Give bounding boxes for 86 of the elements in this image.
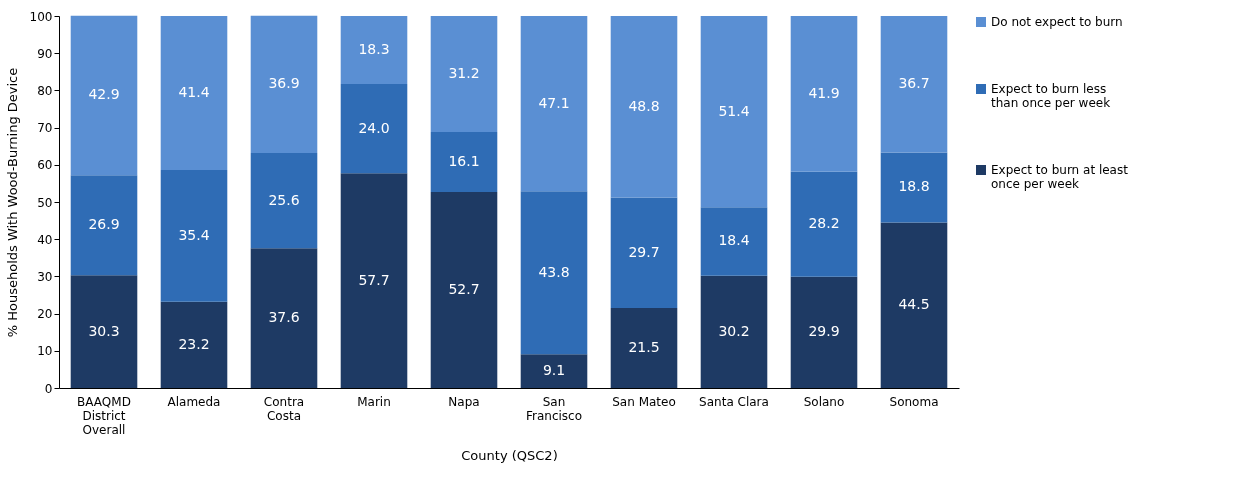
bar xyxy=(430,191,498,388)
bar xyxy=(160,16,228,171)
y-tick-label: 30 xyxy=(37,269,53,284)
data-label: 28.2 xyxy=(808,215,840,232)
bar xyxy=(70,275,138,388)
bar xyxy=(610,197,678,309)
data-label: 16.1 xyxy=(448,153,480,170)
data-label: 42.9 xyxy=(88,86,120,103)
data-label: 23.2 xyxy=(178,335,210,352)
data-label: 41.4 xyxy=(178,84,210,100)
y-tick-label: 60 xyxy=(37,158,53,173)
bar xyxy=(160,170,228,302)
data-label: 29.9 xyxy=(808,323,840,340)
bar xyxy=(70,15,138,176)
y-tick-label: 50 xyxy=(37,195,53,210)
data-label: 41.9 xyxy=(808,84,840,101)
bar xyxy=(880,152,948,223)
bar xyxy=(430,16,498,133)
y-tick-label: 0 xyxy=(44,381,53,396)
x-axis-title: County (QSC2) xyxy=(461,447,558,463)
data-label: 25.6 xyxy=(268,191,300,208)
y-tick-label: 80 xyxy=(37,83,53,98)
bar xyxy=(340,16,408,85)
bar xyxy=(700,16,768,208)
bar xyxy=(700,275,768,388)
data-label: 36.7 xyxy=(898,75,930,92)
bar xyxy=(520,191,588,355)
bar xyxy=(700,207,768,276)
data-label: 29.7 xyxy=(628,243,660,260)
x-tick-label: San Mateo xyxy=(612,394,676,409)
bar xyxy=(250,15,318,153)
y-tick-label: 20 xyxy=(37,307,53,322)
data-label: 31.2 xyxy=(448,65,480,82)
data-label: 21.5 xyxy=(628,339,660,356)
x-tick-label: Alameda xyxy=(167,394,221,409)
x-tick-label: Sonoma xyxy=(889,394,939,409)
data-label: 30.2 xyxy=(718,322,750,339)
bar xyxy=(520,354,588,388)
y-tick-label: 10 xyxy=(37,344,53,359)
legend-label: Expect to burn less than once per week xyxy=(991,82,1111,110)
data-label: 24.0 xyxy=(358,119,390,136)
bar xyxy=(430,132,498,192)
data-label: 36.9 xyxy=(268,75,300,92)
x-tick-label: Santa Clara xyxy=(699,394,769,409)
bar xyxy=(520,16,588,192)
bar xyxy=(790,171,858,277)
y-tick-label: 70 xyxy=(37,121,53,136)
bar xyxy=(610,16,678,198)
x-tick-label: Napa xyxy=(448,394,480,409)
y-axis-title: % Households With Wood-Burning Device xyxy=(4,67,20,338)
bar xyxy=(610,308,678,388)
data-label: 52.7 xyxy=(448,280,480,297)
bar xyxy=(790,16,858,172)
y-tick-label: 40 xyxy=(37,232,53,247)
bar xyxy=(340,84,408,174)
data-label: 35.4 xyxy=(178,226,210,243)
bar xyxy=(880,222,948,388)
data-label: 57.7 xyxy=(358,271,390,288)
data-label: 43.8 xyxy=(538,263,570,280)
x-tick-label: BAAQMD District Overall xyxy=(77,394,131,437)
legend-label: Expect to burn at least once per week xyxy=(991,163,1129,191)
data-label: 44.5 xyxy=(898,296,930,313)
data-label: 37.6 xyxy=(268,309,300,326)
data-label: 9.1 xyxy=(542,362,566,379)
x-tick-label: San Francisco xyxy=(525,394,583,423)
bar xyxy=(880,16,948,153)
bar xyxy=(250,248,318,388)
data-label: 51.4 xyxy=(718,102,750,119)
bar xyxy=(250,152,318,249)
data-label: 30.3 xyxy=(88,322,120,339)
bar xyxy=(340,173,408,388)
data-label: 26.9 xyxy=(88,216,120,233)
bar xyxy=(160,301,228,388)
data-label: 18.8 xyxy=(898,178,930,195)
bar xyxy=(70,175,138,276)
legend-label: Do not expect to burn xyxy=(991,15,1123,29)
data-label: 48.8 xyxy=(628,97,660,114)
x-tick-label: Solano xyxy=(803,394,845,409)
data-label: 18.3 xyxy=(358,41,390,58)
y-tick-label: 90 xyxy=(37,46,53,61)
data-label: 18.4 xyxy=(718,232,750,249)
bar xyxy=(790,276,858,388)
data-label: 47.1 xyxy=(538,94,570,111)
x-tick-label: Marin xyxy=(357,394,391,409)
y-tick-label: 100 xyxy=(29,9,53,24)
x-tick-label: Contra Costa xyxy=(263,394,305,423)
